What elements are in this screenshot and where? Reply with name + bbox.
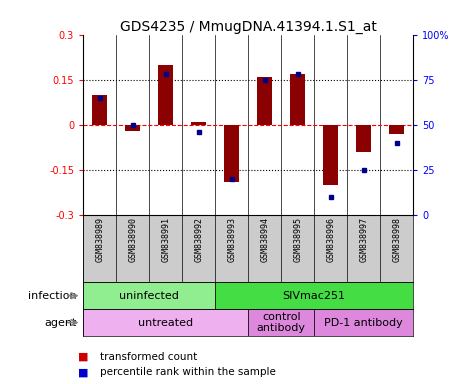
Bar xyxy=(390,125,404,134)
Text: GSM838991: GSM838991 xyxy=(161,217,170,262)
Bar xyxy=(356,125,371,152)
Text: GSM838994: GSM838994 xyxy=(260,217,269,262)
Bar xyxy=(191,122,206,125)
Text: ■: ■ xyxy=(78,367,89,377)
Text: untreated: untreated xyxy=(138,318,193,328)
Bar xyxy=(323,125,338,185)
Text: PD-1 antibody: PD-1 antibody xyxy=(324,318,403,328)
Text: infection: infection xyxy=(28,291,76,301)
Text: GSM838998: GSM838998 xyxy=(392,217,401,262)
Bar xyxy=(125,125,140,131)
Text: GSM838996: GSM838996 xyxy=(326,217,335,262)
Text: GSM838990: GSM838990 xyxy=(128,217,137,262)
Bar xyxy=(215,282,413,309)
Text: GSM838993: GSM838993 xyxy=(227,217,236,262)
Bar xyxy=(83,282,215,309)
Bar xyxy=(83,309,248,336)
Text: GSM838995: GSM838995 xyxy=(293,217,302,262)
Text: control
antibody: control antibody xyxy=(256,312,306,333)
Text: ■: ■ xyxy=(78,352,89,362)
Text: uninfected: uninfected xyxy=(119,291,179,301)
Bar xyxy=(290,74,305,125)
Text: GSM838989: GSM838989 xyxy=(95,217,104,262)
Text: percentile rank within the sample: percentile rank within the sample xyxy=(100,367,276,377)
Text: transformed count: transformed count xyxy=(100,352,197,362)
Title: GDS4235 / MmugDNA.41394.1.S1_at: GDS4235 / MmugDNA.41394.1.S1_at xyxy=(120,20,377,33)
Text: GSM838997: GSM838997 xyxy=(359,217,368,262)
Text: GSM838992: GSM838992 xyxy=(194,217,203,262)
Bar xyxy=(224,125,239,182)
Bar xyxy=(257,77,272,125)
Bar xyxy=(158,65,173,125)
Bar xyxy=(248,309,314,336)
Bar xyxy=(92,95,107,125)
Bar xyxy=(314,309,413,336)
Text: agent: agent xyxy=(44,318,76,328)
Text: SIVmac251: SIVmac251 xyxy=(283,291,346,301)
